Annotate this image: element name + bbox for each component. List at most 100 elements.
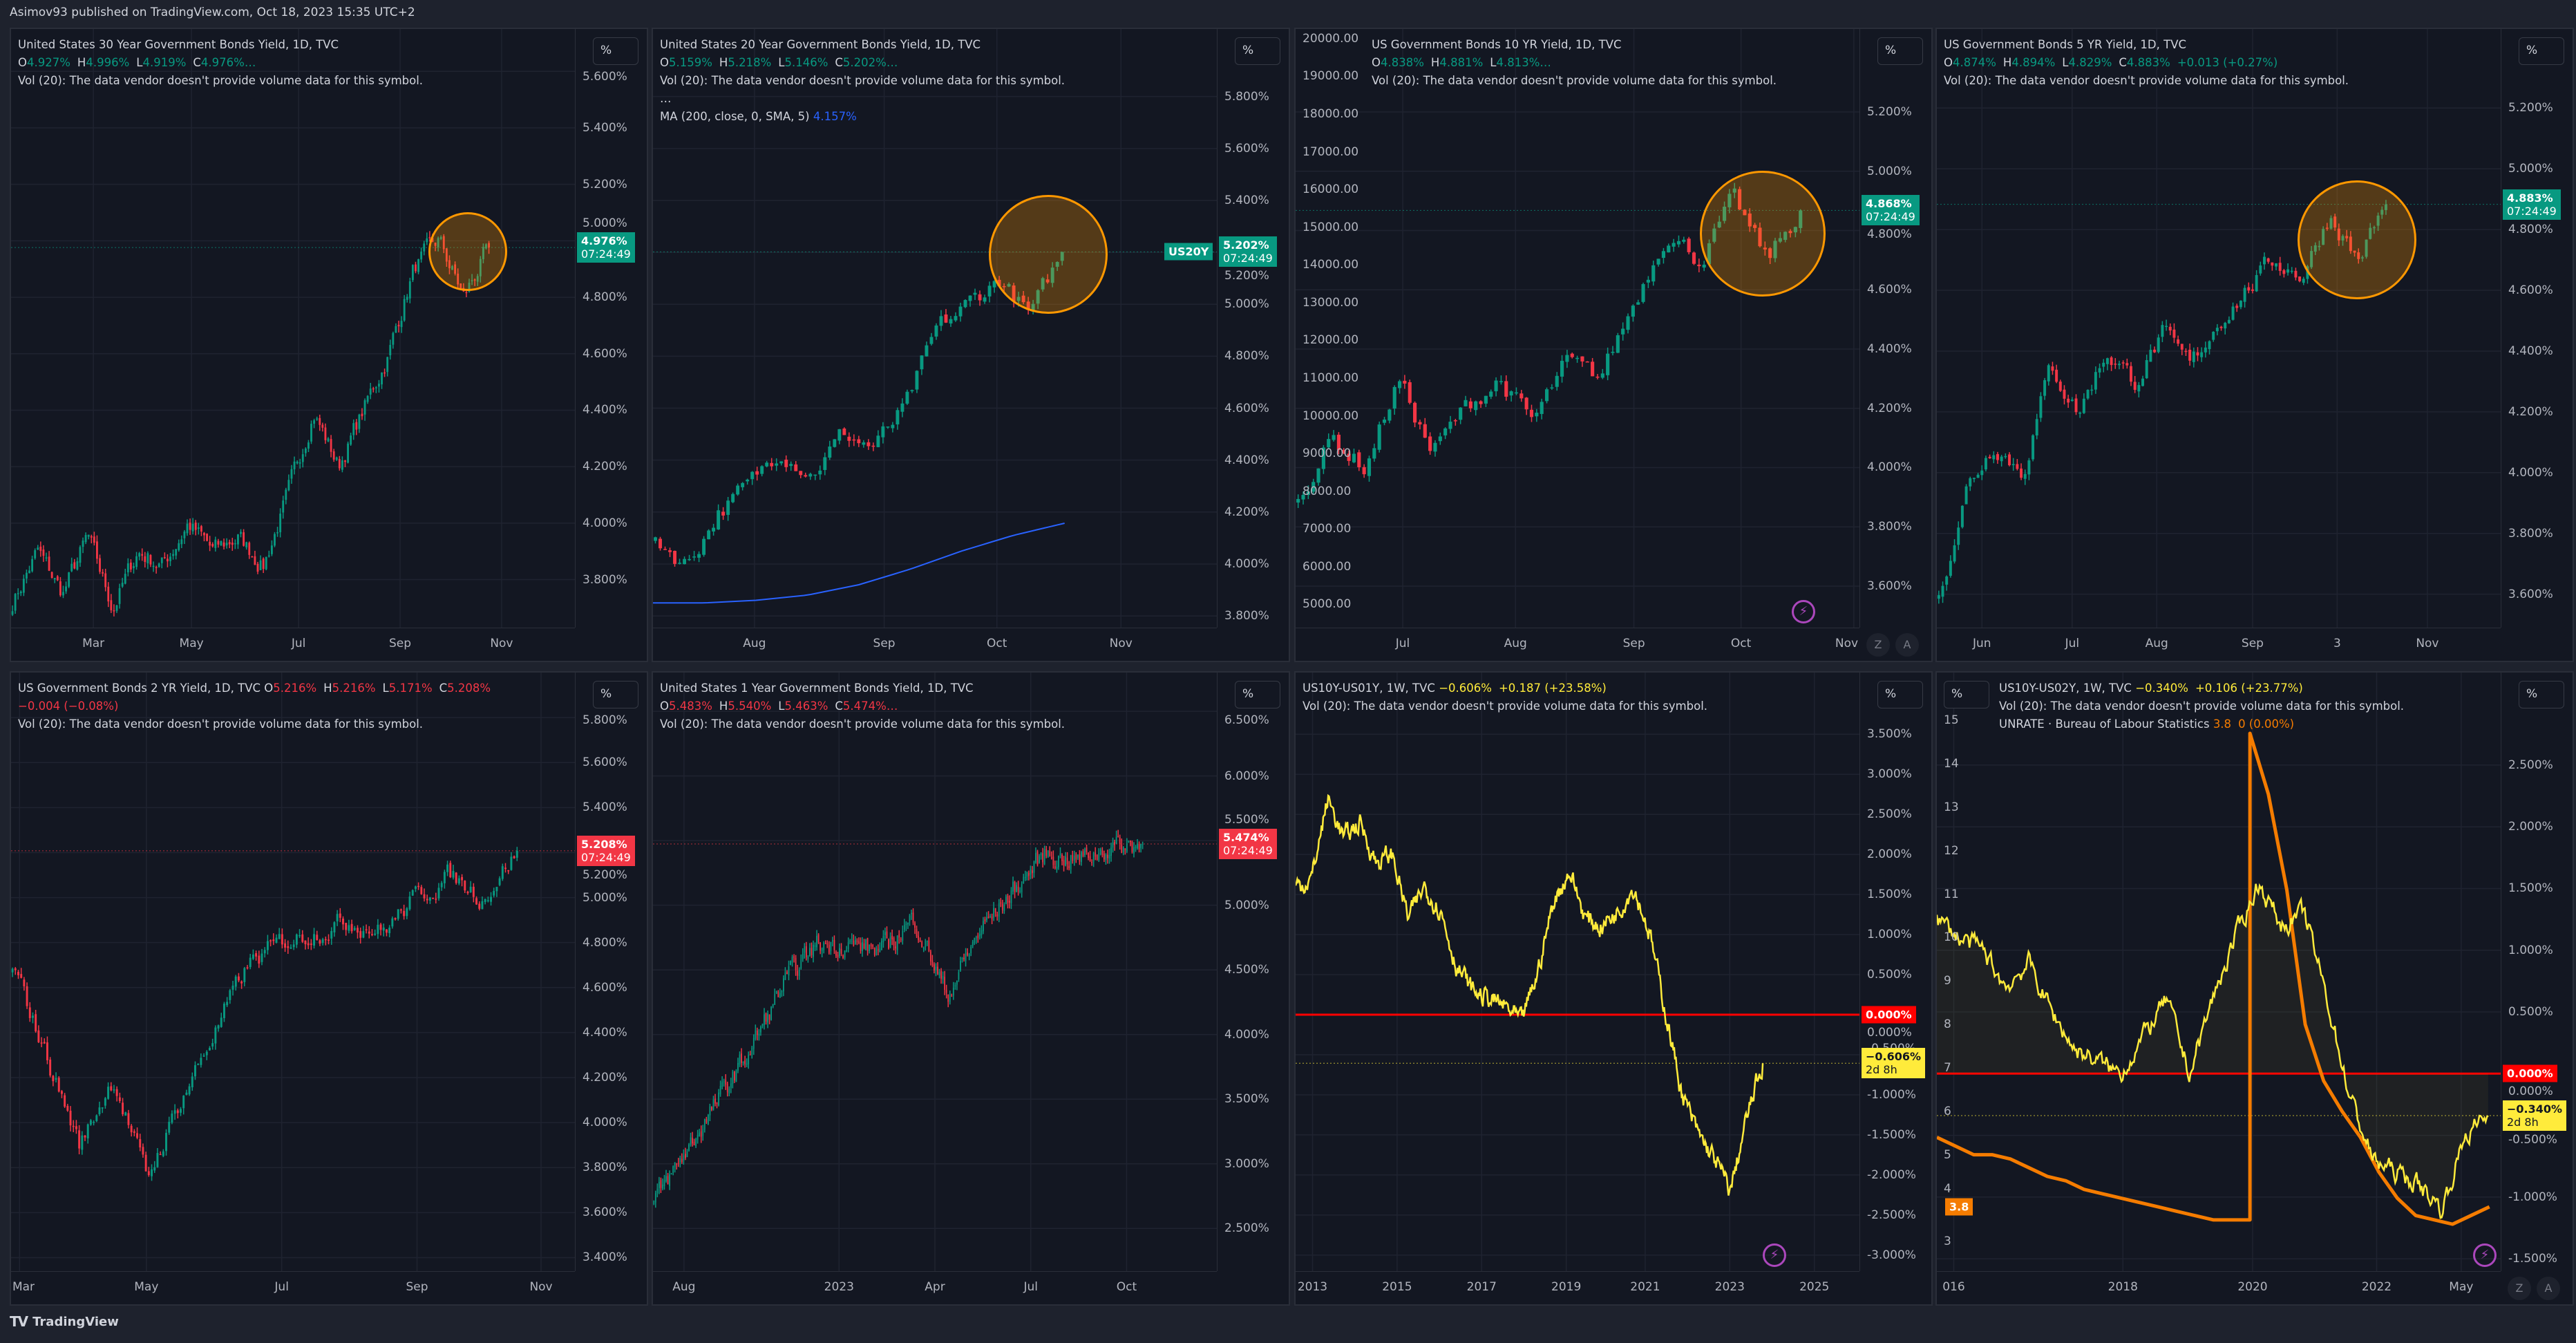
- candle: [2239, 301, 2242, 308]
- candle: [440, 883, 443, 887]
- time-axis[interactable]: 016 2018 2020 2022 May: [1937, 1271, 2501, 1304]
- time-axis[interactable]: Mar May Jul Sep Nov: [11, 628, 575, 661]
- candle: [2208, 341, 2211, 350]
- candle: [945, 989, 947, 993]
- chart-panel-us10y-us01y[interactable]: US10Y-US01Y, 1W, TVC −0.606% +0.187 (+23.…: [1294, 671, 1933, 1306]
- percent-scale-button[interactable]: %: [1877, 37, 1923, 65]
- close-value: 4.883%: [2126, 56, 2170, 69]
- symbol-title[interactable]: US Government Bonds 2 YR Yield, 1D, TVC: [18, 682, 261, 695]
- candle: [1980, 470, 1984, 476]
- percent-scale-button[interactable]: %: [2519, 37, 2564, 65]
- candle: [833, 439, 837, 447]
- z-reset-icon[interactable]: Z: [2508, 1277, 2531, 1300]
- time-tick: Sep: [1622, 637, 1645, 650]
- candle: [783, 978, 784, 992]
- price-axis[interactable]: 4.883% 07:24:49 5.200% 5.000% 4.800% 4.600% 4.…: [2501, 29, 2573, 628]
- low-value: 5.146%: [784, 56, 828, 69]
- z-reset-icon[interactable]: Z: [1866, 633, 1890, 657]
- candle: [1010, 890, 1012, 903]
- percent-scale-button[interactable]: %: [1235, 37, 1280, 65]
- price-axis[interactable]: 5.208% 07:24:49 5.800% 5.600% 5.400% 5.200% 5.…: [575, 673, 647, 1271]
- symbol-title[interactable]: United States 1 Year Government Bonds Yi…: [660, 682, 974, 695]
- chart-panel-us02y[interactable]: US Government Bonds 2 YR Yield, 1D, TVC …: [10, 671, 648, 1306]
- symbol-title[interactable]: US10Y-US01Y, 1W, TVC: [1303, 682, 1435, 695]
- price-axis[interactable]: 4.976% 07:24:49 5.600% 5.400% 5.200% 5.000% 4.…: [575, 29, 647, 628]
- price-axis[interactable]: 4.868% 07:24:49 5.200% 5.000% 4.800% 4.600% 4.…: [1859, 29, 1931, 628]
- time-axis[interactable]: Mar May Jul Sep Nov: [11, 1271, 575, 1304]
- price-tick: 3.400%: [583, 1250, 627, 1265]
- symbol-title[interactable]: US10Y-US02Y, 1W, TVC: [1999, 682, 2132, 695]
- auto-scale-icon[interactable]: A: [2537, 1277, 2560, 1300]
- candle: [490, 896, 493, 902]
- candle: [2137, 385, 2141, 392]
- unrate-label[interactable]: UNRATE · Bureau of Labour Statistics: [1999, 717, 2210, 731]
- price-tick: 1.000%: [1867, 928, 1912, 942]
- plot-area[interactable]: [11, 29, 575, 628]
- percent-scale-button[interactable]: %: [1877, 681, 1923, 708]
- price-axis[interactable]: 5.474% 07:24:49 6.500% 6.000% 5.500% 5.000% 4.…: [1217, 673, 1289, 1271]
- ma-label[interactable]: MA (200, close, 0, SMA, 5): [660, 110, 810, 123]
- tradingview-logo-icon[interactable]: TV: [10, 1313, 28, 1330]
- brand-name[interactable]: TradingView: [32, 1314, 119, 1329]
- symbol-title[interactable]: United States 20 Year Government Bonds Y…: [660, 38, 981, 51]
- chart-panel-us05y[interactable]: US Government Bonds 5 YR Yield, 1D, TVC …: [1935, 28, 2574, 662]
- percent-scale-button[interactable]: %: [593, 37, 638, 65]
- price-axis[interactable]: 0.000% −0.340% 2d 8h 2.500% 2.000% 1.500% 1.00…: [2501, 673, 2573, 1271]
- candle: [805, 946, 807, 957]
- plot-area[interactable]: [1296, 673, 1859, 1271]
- time-axis[interactable]: 2013 2015 2017 2019 2021 2023 2025: [1296, 1271, 1859, 1304]
- candle: [2016, 464, 2019, 469]
- candle: [688, 1144, 690, 1151]
- lightning-icon[interactable]: ⚡: [1792, 600, 1815, 623]
- time-axis[interactable]: Aug 2023 Apr Jul Oct: [653, 1271, 1217, 1304]
- candle: [891, 424, 895, 429]
- chart-panel-us10y-us02y[interactable]: % US10Y-US02Y, 1W, TVC −0.340% +0.106 (+2…: [1935, 671, 2574, 1306]
- lightning-icon[interactable]: ⚡: [2473, 1243, 2497, 1267]
- symbol-title[interactable]: United States 30 Year Government Bonds Y…: [18, 38, 339, 51]
- candle: [1408, 382, 1412, 403]
- time-axis[interactable]: Aug Sep Oct Nov: [653, 628, 1217, 661]
- candle: [746, 479, 750, 482]
- candle: [110, 600, 113, 610]
- auto-scale-icon[interactable]: A: [1895, 633, 1919, 657]
- symbol-title[interactable]: US Government Bonds 5 YR Yield, 1D, TVC: [1944, 38, 2187, 51]
- chart-panel-us20y[interactable]: United States 20 Year Government Bonds Y…: [652, 28, 1290, 662]
- plot-area[interactable]: US20Y: [653, 29, 1217, 628]
- candle: [507, 870, 510, 872]
- percent-scale-button[interactable]: %: [1235, 681, 1280, 708]
- percent-scale-button[interactable]: %: [2519, 681, 2564, 708]
- lightning-icon[interactable]: ⚡: [1763, 1243, 1786, 1267]
- left-percent-scale-button[interactable]: %: [1944, 681, 1989, 708]
- candle: [332, 451, 335, 460]
- candle: [75, 1126, 77, 1129]
- candle: [358, 414, 361, 429]
- time-axis[interactable]: Jul Aug Sep Oct Nov: [1296, 628, 1859, 661]
- plot-area[interactable]: [11, 673, 575, 1271]
- symbol-title[interactable]: US Government Bonds 10 YR Yield, 1D, TVC: [1372, 38, 1622, 51]
- candle: [1575, 357, 1580, 359]
- candle: [152, 565, 155, 567]
- plot-area[interactable]: 20000.00 19000.00 18000.00 17000.00 16000.00…: [1296, 29, 1859, 628]
- plot-area[interactable]: [1937, 29, 2501, 628]
- candle: [1296, 498, 1300, 503]
- plot-area[interactable]: 3.8 15 14 13 12 11 10 9 8 7 6 5 4 3: [1937, 673, 2501, 1271]
- price-axis[interactable]: 0.000% −0.606% 2d 8h 3.500% 3.000% 2.500% 2.00…: [1859, 673, 1931, 1271]
- chart-panel-us10y[interactable]: US Government Bonds 10 YR Yield, 1D, TVC…: [1294, 28, 1933, 662]
- time-axis[interactable]: Jun Jul Aug Sep 3 Nov: [1937, 628, 2501, 661]
- plot-area[interactable]: [653, 673, 1217, 1271]
- candle: [269, 940, 272, 942]
- candle: [2204, 347, 2207, 353]
- candle: [426, 899, 428, 901]
- candle: [2078, 412, 2082, 414]
- more-indicators[interactable]: …: [660, 92, 672, 105]
- time-tick: Apr: [925, 1280, 945, 1294]
- candle: [1996, 454, 1999, 460]
- percent-scale-button[interactable]: %: [593, 681, 638, 708]
- chart-panel-us30y[interactable]: United States 30 Year Government Bonds Y…: [10, 28, 648, 662]
- candle: [185, 1092, 188, 1096]
- chart-panel-us01y[interactable]: United States 1 Year Government Bonds Yi…: [652, 671, 1290, 1306]
- candle: [307, 943, 310, 946]
- price-axis[interactable]: 5.202% 07:24:49 5.800% 5.600% 5.400% 5.200% 5.…: [1217, 29, 1289, 628]
- price-tick: 5.000%: [1224, 898, 1269, 912]
- candle: [1016, 885, 1017, 892]
